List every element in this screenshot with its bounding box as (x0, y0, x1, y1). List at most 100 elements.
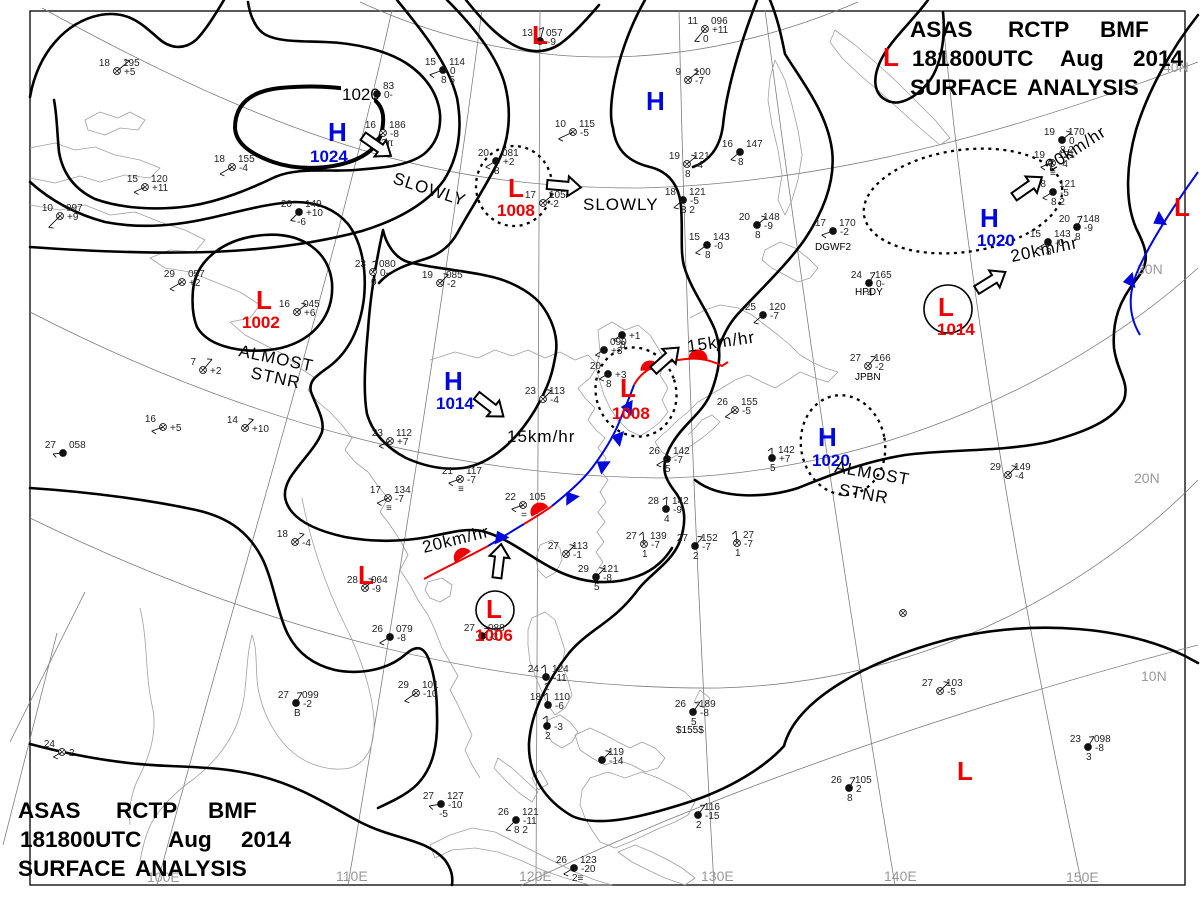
svg-text:27: 27 (548, 541, 560, 552)
svg-text:100: 100 (694, 67, 711, 78)
svg-text:L: L (508, 173, 524, 203)
svg-text:2: 2 (696, 820, 702, 831)
svg-text:+11: +11 (152, 183, 169, 194)
svg-text:SURFACE: SURFACE (18, 856, 126, 881)
svg-text:8: 8 (494, 166, 500, 177)
svg-text:H: H (818, 422, 837, 452)
svg-text:28: 28 (347, 575, 359, 586)
svg-text:-15: -15 (705, 811, 720, 822)
svg-text:SLOWLY: SLOWLY (583, 195, 659, 214)
svg-text:8: 8 (1046, 247, 1052, 258)
svg-text:152: 152 (701, 533, 718, 544)
svg-text:H: H (646, 86, 665, 116)
svg-text:16: 16 (722, 139, 734, 150)
svg-text:064: 064 (371, 575, 388, 586)
svg-text:-1: -1 (573, 550, 582, 561)
svg-text:-9: -9 (547, 37, 556, 48)
svg-text:-14: -14 (609, 756, 624, 767)
svg-text:L: L (620, 373, 636, 403)
svg-text:-4: -4 (1059, 159, 1068, 170)
svg-text:≡: ≡ (1050, 168, 1056, 179)
svg-text:SURFACE: SURFACE (910, 75, 1018, 100)
svg-text:1020: 1020 (812, 451, 850, 470)
svg-text:0: 0 (1069, 136, 1075, 147)
svg-text:081: 081 (502, 148, 519, 159)
svg-text:27: 27 (743, 530, 755, 541)
svg-text:20: 20 (478, 148, 490, 159)
svg-text:2: 2 (544, 682, 550, 693)
svg-text:127: 127 (447, 791, 464, 802)
svg-text:142: 142 (672, 496, 689, 507)
svg-text:+1: +1 (629, 331, 641, 342)
svg-text:BMF: BMF (1100, 17, 1149, 42)
svg-text:148: 148 (1083, 214, 1100, 225)
svg-text:≡: ≡ (386, 503, 392, 514)
svg-text:27: 27 (423, 791, 435, 802)
svg-text:-4: -4 (550, 395, 559, 406)
svg-text:155: 155 (238, 154, 255, 165)
svg-text:8: 8 (1075, 232, 1081, 243)
svg-text:L: L (532, 20, 548, 50)
svg-text:20N: 20N (1134, 470, 1160, 486)
svg-text:0-: 0- (876, 279, 885, 290)
svg-text:19: 19 (669, 151, 681, 162)
svg-text:116: 116 (704, 802, 720, 813)
svg-text:8 2: 8 2 (681, 205, 695, 216)
svg-text:+3: +3 (611, 346, 623, 357)
svg-text:17: 17 (525, 190, 537, 201)
svg-text:23: 23 (1070, 734, 1082, 745)
svg-text:24: 24 (851, 270, 863, 281)
svg-text:+9: +9 (67, 212, 79, 223)
svg-text:110E: 110E (336, 868, 368, 884)
svg-text:124: 124 (552, 664, 569, 675)
svg-text:18: 18 (530, 692, 542, 703)
svg-text:8 2: 8 2 (514, 825, 528, 836)
svg-text:-9: -9 (1084, 223, 1093, 234)
svg-text:-7: -7 (695, 76, 704, 87)
svg-text:H: H (980, 203, 999, 233)
svg-text:27: 27 (278, 690, 290, 701)
svg-text:105: 105 (549, 190, 566, 201)
svg-text:147: 147 (746, 139, 763, 150)
svg-text:090: 090 (610, 337, 627, 348)
svg-text:10: 10 (555, 119, 567, 130)
svg-text:18: 18 (277, 529, 289, 540)
svg-text:26: 26 (498, 807, 510, 818)
svg-text:5: 5 (770, 463, 776, 474)
svg-text:14: 14 (227, 415, 239, 426)
svg-text:28: 28 (648, 496, 660, 507)
svg-text:148: 148 (763, 212, 780, 223)
svg-text:-10: -10 (423, 689, 438, 700)
svg-text:+10: +10 (252, 424, 269, 435)
svg-text:≡: ≡ (458, 484, 464, 495)
svg-text:186: 186 (389, 120, 406, 131)
svg-text:+7: +7 (397, 437, 409, 448)
svg-text:057: 057 (546, 28, 563, 39)
svg-text:170: 170 (1068, 127, 1085, 138)
svg-text:113: 113 (549, 386, 565, 397)
svg-text:105: 105 (529, 492, 546, 503)
svg-text:181800UTC: 181800UTC (20, 827, 141, 852)
svg-text:17: 17 (370, 485, 382, 496)
svg-text:17: 17 (815, 218, 827, 229)
svg-text:26: 26 (372, 624, 384, 635)
svg-text:16: 16 (279, 299, 291, 310)
svg-text:RCTP: RCTP (1008, 17, 1069, 42)
svg-text:8: 8 (705, 250, 711, 261)
svg-text:-7: -7 (702, 542, 711, 553)
svg-text:4: 4 (664, 514, 670, 525)
svg-text:-5: -5 (439, 809, 448, 820)
svg-text:5: 5 (691, 717, 697, 728)
svg-text:-2: -2 (447, 279, 456, 290)
svg-text:-6: -6 (555, 701, 564, 712)
svg-text:20: 20 (590, 361, 602, 372)
svg-text:8 2: 8 2 (1051, 197, 1065, 208)
svg-text:096: 096 (711, 16, 728, 27)
svg-text:26: 26 (831, 775, 843, 786)
svg-text:27: 27 (850, 353, 862, 364)
svg-text:-4: -4 (694, 160, 703, 171)
svg-text:+5: +5 (170, 423, 182, 434)
svg-text:0: 0 (450, 66, 456, 77)
svg-text:8 5: 8 5 (441, 75, 455, 86)
svg-text:5: 5 (594, 582, 600, 593)
